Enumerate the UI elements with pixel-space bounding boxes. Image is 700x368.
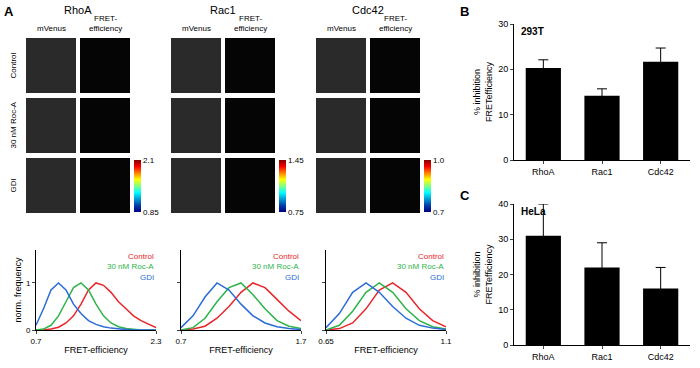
svg-text:C: C <box>460 188 470 203</box>
svg-text:30 nM Roc-A: 30 nM Roc-A <box>252 262 299 271</box>
svg-text:293T: 293T <box>521 26 544 37</box>
svg-text:0: 0 <box>26 326 31 335</box>
svg-text:1.45: 1.45 <box>288 156 304 165</box>
svg-text:RhoA: RhoA <box>532 167 555 177</box>
svg-text:20: 20 <box>498 270 508 280</box>
svg-text:Cdc42: Cdc42 <box>648 352 674 362</box>
svg-text:30: 30 <box>498 19 508 29</box>
svg-text:0.7: 0.7 <box>433 208 445 217</box>
svg-text:2.1: 2.1 <box>143 156 155 165</box>
svg-text:0: 0 <box>503 340 508 350</box>
svg-text:30 nM Roc-A: 30 nM Roc-A <box>397 262 444 271</box>
svg-text:30 nM Roc-A: 30 nM Roc-A <box>107 262 154 271</box>
svg-text:GDI: GDI <box>430 273 444 282</box>
svg-text:10: 10 <box>498 110 508 120</box>
svg-text:mVenus: mVenus <box>182 24 211 33</box>
svg-text:HeLa: HeLa <box>521 206 546 217</box>
svg-text:GDI: GDI <box>285 273 299 282</box>
svg-text:FRET-efficiency: FRET-efficiency <box>89 14 122 33</box>
svg-text:FRET-efficiency: FRET-efficiency <box>354 345 418 355</box>
svg-text:mVenus: mVenus <box>37 24 66 33</box>
svg-text:Control: Control <box>128 252 154 261</box>
svg-text:1.0: 1.0 <box>433 156 445 165</box>
svg-text:FRET-efficiency: FRET-efficiency <box>64 345 128 355</box>
svg-text:FRET-efficiency: FRET-efficiency <box>209 345 273 355</box>
svg-text:Rac1: Rac1 <box>591 352 612 362</box>
svg-text:Control: Control <box>273 252 299 261</box>
svg-text:1: 1 <box>26 279 31 288</box>
svg-text:0.7: 0.7 <box>30 337 42 346</box>
svg-text:0.7: 0.7 <box>175 337 187 346</box>
svg-text:Control: Control <box>9 52 18 78</box>
svg-text:0: 0 <box>503 155 508 165</box>
svg-text:A: A <box>4 4 14 19</box>
svg-text:Control: Control <box>418 252 444 261</box>
svg-text:20: 20 <box>498 64 508 74</box>
svg-text:FRET-efficiency: FRET-efficiency <box>379 14 412 33</box>
svg-text:10: 10 <box>498 305 508 315</box>
svg-text:40: 40 <box>498 199 508 209</box>
svg-text:RhoA: RhoA <box>64 4 92 16</box>
svg-text:norm. frequency: norm. frequency <box>13 257 23 323</box>
svg-text:0.65: 0.65 <box>318 337 334 346</box>
svg-text:% inhibitionFRETefficiency: % inhibitionFRETefficiency <box>472 244 494 304</box>
svg-text:30: 30 <box>498 234 508 244</box>
svg-text:2.3: 2.3 <box>150 337 162 346</box>
svg-text:mVenus: mVenus <box>327 24 356 33</box>
svg-text:B: B <box>460 4 469 19</box>
svg-text:0.75: 0.75 <box>288 208 304 217</box>
svg-text:1.1: 1.1 <box>440 337 452 346</box>
svg-text:GDI: GDI <box>140 273 154 282</box>
svg-text:30 nM Roc-A: 30 nM Roc-A <box>9 101 18 148</box>
svg-text:Cdc42: Cdc42 <box>352 4 384 16</box>
svg-text:RhoA: RhoA <box>532 352 555 362</box>
svg-text:GDI: GDI <box>9 178 18 192</box>
svg-text:1.7: 1.7 <box>295 337 307 346</box>
svg-text:FRET-efficiency: FRET-efficiency <box>234 14 267 33</box>
svg-text:% inhibitionFRETefficiency: % inhibitionFRETefficiency <box>472 62 494 122</box>
svg-text:Rac1: Rac1 <box>591 167 612 177</box>
svg-text:0.85: 0.85 <box>143 208 159 217</box>
svg-text:Cdc42: Cdc42 <box>648 167 674 177</box>
svg-text:Rac1: Rac1 <box>210 4 236 16</box>
